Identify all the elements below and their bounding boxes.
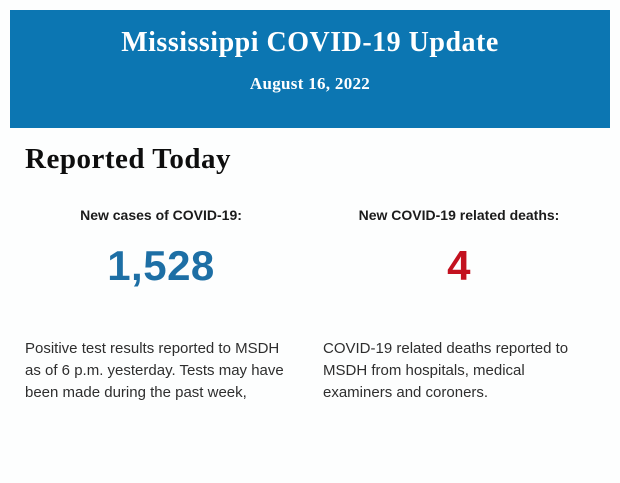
header-banner: Mississippi COVID-19 Update August 16, 2…	[10, 10, 610, 128]
stat-description-new-deaths: COVID-19 related deaths reported to MSDH…	[323, 340, 569, 401]
stat-new-cases: New cases of COVID-19: 1,528 Positive te…	[25, 207, 297, 404]
stat-label-new-deaths: New COVID-19 related deaths:	[358, 207, 560, 223]
stat-value-new-cases: 1,528	[107, 242, 215, 289]
stat-value-new-deaths: 4	[447, 242, 471, 289]
stat-new-deaths: New COVID-19 related deaths: 4 COVID-19 …	[323, 207, 595, 404]
stat-label-new-cases: New cases of COVID-19:	[80, 207, 242, 223]
stats-columns: New cases of COVID-19: 1,528 Positive te…	[25, 207, 595, 404]
page-title: Mississippi COVID-19 Update	[121, 27, 499, 58]
reported-today-section: Reported Today New cases of COVID-19: 1,…	[0, 128, 620, 404]
stat-description-new-cases: Positive test results reported to MSDH a…	[25, 340, 284, 401]
report-date: August 16, 2022	[249, 74, 371, 93]
section-heading: Reported Today	[25, 143, 232, 175]
